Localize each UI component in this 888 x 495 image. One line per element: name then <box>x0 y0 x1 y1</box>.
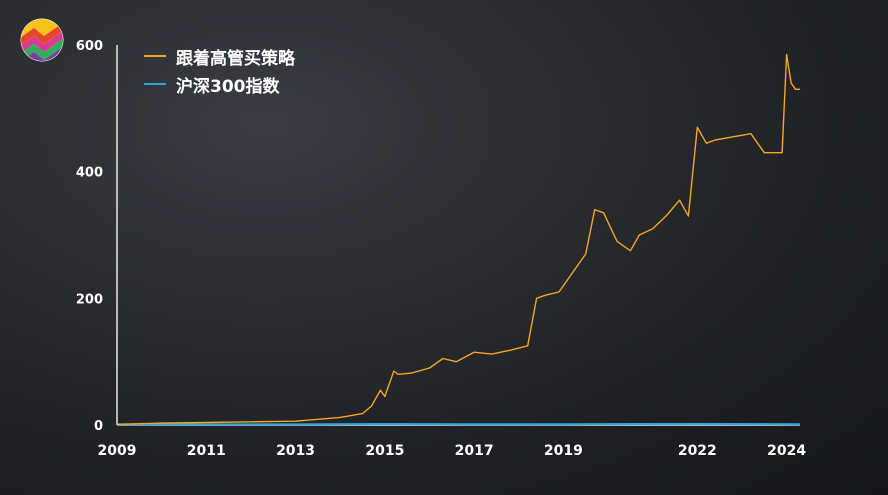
y-tick-label: 400 <box>76 166 103 181</box>
x-tick-label: 2022 <box>678 443 717 459</box>
y-tick-label: 200 <box>76 292 103 307</box>
legend-item-index: 沪深300指数 <box>144 70 295 98</box>
brand-logo-icon <box>20 18 64 62</box>
x-tick-label: 2019 <box>544 443 583 459</box>
y-tick-label: 600 <box>76 39 103 54</box>
series-line-strategy <box>116 53 800 426</box>
series-line-index <box>117 422 801 426</box>
x-tick-label: 2024 <box>767 443 806 459</box>
legend-swatch-strategy <box>144 55 166 57</box>
axis-ticks: 2009 2011 2013 2015 2017 2019 2022 2024 0 200 400 6… <box>76 39 806 459</box>
legend-label-strategy: 跟着高管买策略 <box>176 48 295 69</box>
legend-swatch-index <box>144 83 166 85</box>
legend: 跟着高管买策略 沪深300指数 <box>144 42 295 98</box>
x-tick-label: 2017 <box>455 443 494 459</box>
x-tick-label: 2011 <box>187 443 226 459</box>
x-tick-label: 2009 <box>98 443 137 459</box>
x-tick-label: 2013 <box>276 443 315 459</box>
x-tick-label: 2015 <box>365 443 404 459</box>
plot-area <box>116 53 801 426</box>
y-tick-label: 0 <box>94 419 103 434</box>
legend-item-strategy: 跟着高管买策略 <box>144 42 295 70</box>
legend-label-index: 沪深300指数 <box>176 76 280 97</box>
